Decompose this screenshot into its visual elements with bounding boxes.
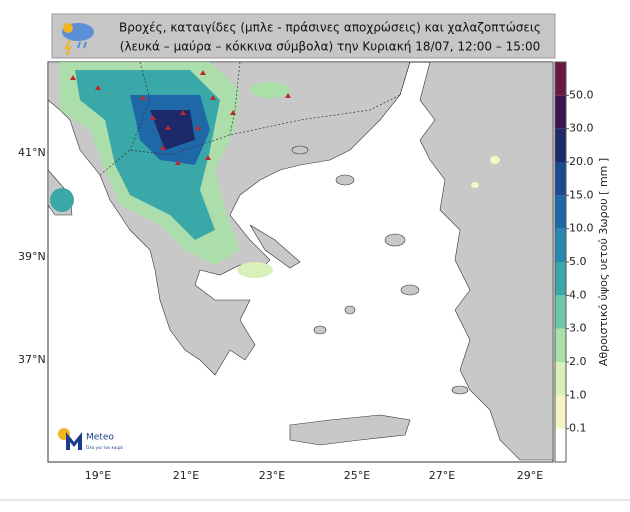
lon-label: 29°E xyxy=(517,469,543,482)
lat-label: 37°N xyxy=(18,353,46,366)
island xyxy=(313,325,327,335)
colorbar-tick-label: 10.0 xyxy=(569,222,594,235)
rain-area xyxy=(50,188,74,212)
colorbar-segment xyxy=(555,128,566,162)
rain-area xyxy=(471,182,479,188)
colorbar-tick-label: 5.0 xyxy=(569,255,587,268)
colorbar-segment xyxy=(555,295,566,329)
border xyxy=(399,61,411,96)
border xyxy=(99,94,401,176)
island xyxy=(344,305,356,315)
rain-area xyxy=(237,262,273,278)
colorbar-segment xyxy=(555,62,566,96)
colorbar-segment xyxy=(555,228,566,262)
turkey xyxy=(419,61,554,461)
colorbar-label: Αθροιστικό ύψος υετού 3ωρου [ mm ] xyxy=(597,158,610,366)
weather-icon xyxy=(62,23,94,56)
title-box xyxy=(51,13,556,59)
euboea xyxy=(249,224,301,269)
colorbar-tick-label: 15.0 xyxy=(569,188,594,201)
colorbar-segment xyxy=(555,362,566,396)
island xyxy=(291,145,309,155)
island xyxy=(400,284,420,296)
island xyxy=(335,174,355,186)
lon-label: 25°E xyxy=(344,469,370,482)
colorbar-segment xyxy=(555,328,566,362)
colorbar-segment xyxy=(555,95,566,129)
border xyxy=(129,61,151,151)
colorbar-tick-label: 4.0 xyxy=(569,288,587,301)
colorbar-tick-label: 3.0 xyxy=(569,322,587,335)
lon-label: 21°E xyxy=(173,469,199,482)
border xyxy=(229,61,241,136)
title-line: Βροχές, καταιγίδες (μπλε - πράσινες αποχ… xyxy=(119,21,541,35)
rain-area xyxy=(250,82,290,98)
colorbar-segment xyxy=(555,428,566,462)
logo: Meteo Όλα για τον καιρό xyxy=(58,428,123,450)
colorbar: 0.1 1.0 2.0 3.0 4.0 5.0 10.0 15.0 20.0 30.0 50.0 xyxy=(554,61,594,463)
lon-label: 19°E xyxy=(85,469,111,482)
colorbar-segment xyxy=(555,162,566,196)
logo-tagline: Όλα για τον καιρό xyxy=(85,445,123,450)
colorbar-tick-label: 20.0 xyxy=(569,155,594,168)
island xyxy=(384,233,406,247)
colorbar-segment xyxy=(555,195,566,229)
rain-area xyxy=(150,110,195,150)
lon-label: 27°E xyxy=(429,469,455,482)
lat-label: 39°N xyxy=(18,250,46,263)
colorbar-tick-label: 50.0 xyxy=(569,88,594,101)
lon-label: 23°E xyxy=(259,469,285,482)
island xyxy=(451,385,469,395)
crete xyxy=(289,414,411,446)
lat-label: 41°N xyxy=(18,146,46,159)
colorbar-tick-label: 1.0 xyxy=(569,388,587,401)
colorbar-segment xyxy=(555,395,566,429)
borders xyxy=(99,61,411,176)
title-line: (λευκά – μαύρα – κόκκινα σύμβολα) την Κυ… xyxy=(120,40,540,54)
logo-name: Meteo xyxy=(86,433,114,443)
rain-area xyxy=(490,156,500,164)
colorbar-tick-label: 30.0 xyxy=(569,122,594,135)
colorbar-segment xyxy=(555,262,566,296)
colorbar-tick-label: 0.1 xyxy=(569,422,587,435)
colorbar-tick-label: 2.0 xyxy=(569,355,587,368)
